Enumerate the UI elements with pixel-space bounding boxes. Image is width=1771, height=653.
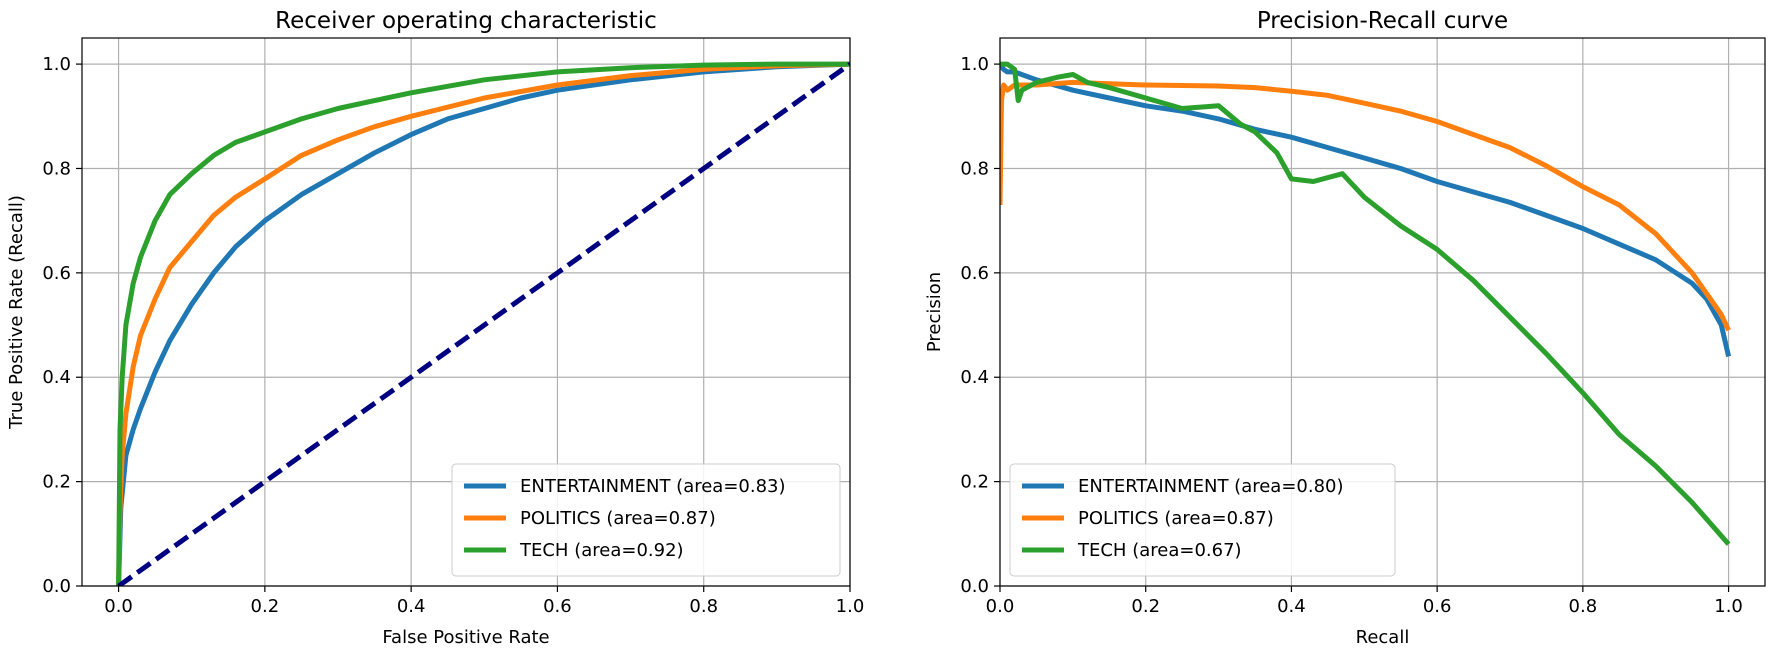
x-tick-label: 0.8 [1569, 596, 1598, 617]
y-tick-label: 0.2 [960, 472, 989, 493]
x-tick-label: 0.8 [689, 596, 718, 617]
series-line-0 [116, 61, 850, 586]
y-axis-label: True Positive Rate (Recall) [6, 195, 27, 430]
x-tick-label: 1.0 [836, 596, 865, 617]
series-line-0 [1000, 62, 1732, 357]
y-tick-label: 0.4 [960, 367, 989, 388]
chart-title: Receiver operating characteristic [275, 8, 657, 34]
x-tick-label: 0.0 [986, 596, 1015, 617]
x-tick-label: 0.4 [397, 596, 426, 617]
legend-label: POLITICS (area=0.87) [1078, 508, 1274, 529]
y-tick-label: 0.2 [42, 472, 71, 493]
y-tick-label: 1.0 [960, 54, 989, 75]
y-tick-label: 0.0 [960, 576, 989, 597]
x-tick-label: 0.6 [1423, 596, 1452, 617]
x-tick-label: 0.6 [543, 596, 572, 617]
y-tick-label: 0.4 [42, 367, 71, 388]
plot-frame [81, 37, 851, 587]
x-tick-label: 0.4 [1277, 596, 1306, 617]
y-tick-label: 0.8 [42, 158, 71, 179]
x-axis-label: Recall [1356, 627, 1410, 648]
series-line-2 [116, 61, 850, 586]
series-line-1 [116, 61, 850, 586]
x-tick-label: 0.0 [104, 596, 133, 617]
series-line-1 [1000, 79, 1731, 332]
legend-label: ENTERTAINMENT (area=0.80) [1078, 476, 1344, 497]
x-tick-label: 0.2 [1131, 596, 1160, 617]
series-line-2 [1000, 61, 1731, 546]
chart-title: Precision-Recall curve [1257, 8, 1508, 34]
x-axis-label: False Positive Rate [382, 627, 549, 648]
x-tick-label: 1.0 [1714, 596, 1743, 617]
y-tick-label: 0.8 [960, 158, 989, 179]
chance-diagonal-line [117, 62, 850, 586]
y-axis-label: Precision [924, 272, 945, 352]
y-tick-label: 0.6 [42, 263, 71, 284]
pr-chart-panel: 0.0 0.2 0.4 0.6 0.8 1.0 0.0 0.2 0.4 0.6 0.8 1.0 Prec… [924, 8, 1766, 648]
roc-chart-panel: 0.0 0.2 0.4 0.6 0.8 1.0 0.0 0.2 0.4 0.6 0.8 1.0 Rece… [6, 8, 864, 648]
legend-label: TECH (area=0.67) [1077, 540, 1242, 561]
plot-frame [999, 37, 1766, 587]
legend-label: POLITICS (area=0.87) [520, 508, 716, 529]
y-tick-label: 0.6 [960, 263, 989, 284]
legend: ENTERTAINMENT (area=0.83) POLITICS (area=… [451, 463, 841, 577]
y-tick-label: 1.0 [42, 54, 71, 75]
y-tick-label: 0.0 [42, 576, 71, 597]
legend-label: TECH (area=0.92) [519, 540, 684, 561]
legend: ENTERTAINMENT (area=0.80) POLITICS (area=… [1009, 463, 1396, 577]
legend-label: ENTERTAINMENT (area=0.83) [520, 476, 786, 497]
x-tick-label: 0.2 [251, 596, 280, 617]
